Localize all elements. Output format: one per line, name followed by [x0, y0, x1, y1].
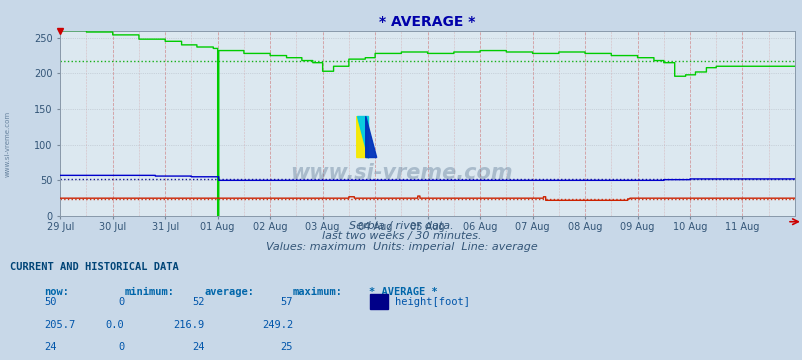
Text: Values: maximum  Units: imperial  Line: average: Values: maximum Units: imperial Line: av… [265, 242, 537, 252]
Text: 249.2: 249.2 [261, 320, 293, 330]
FancyBboxPatch shape [370, 294, 387, 309]
Text: 50: 50 [44, 297, 57, 307]
Text: maximum:: maximum: [293, 287, 342, 297]
Text: height[foot]: height[foot] [395, 297, 469, 307]
Polygon shape [356, 116, 367, 158]
Text: 0: 0 [118, 297, 124, 307]
Text: www.si-vreme.com: www.si-vreme.com [5, 111, 11, 177]
Text: 24: 24 [44, 342, 57, 352]
Title: * AVERAGE *: * AVERAGE * [379, 15, 476, 30]
Text: 0.0: 0.0 [106, 320, 124, 330]
Text: * AVERAGE *: * AVERAGE * [369, 287, 438, 297]
Text: last two weeks / 30 minutes.: last two weeks / 30 minutes. [322, 231, 480, 242]
Text: minimum:: minimum: [124, 287, 174, 297]
Text: average:: average: [205, 287, 254, 297]
Text: 52: 52 [192, 297, 205, 307]
Text: CURRENT AND HISTORICAL DATA: CURRENT AND HISTORICAL DATA [10, 262, 178, 272]
Text: www.si-vreme.com: www.si-vreme.com [290, 163, 512, 183]
Text: 205.7: 205.7 [44, 320, 75, 330]
Text: 216.9: 216.9 [173, 320, 205, 330]
Text: now:: now: [44, 287, 69, 297]
Text: 25: 25 [280, 342, 293, 352]
Text: 24: 24 [192, 342, 205, 352]
Text: 0: 0 [118, 342, 124, 352]
Text: Serbia / river data.: Serbia / river data. [349, 221, 453, 231]
Text: 57: 57 [280, 297, 293, 307]
Polygon shape [365, 116, 376, 158]
Polygon shape [356, 116, 367, 158]
